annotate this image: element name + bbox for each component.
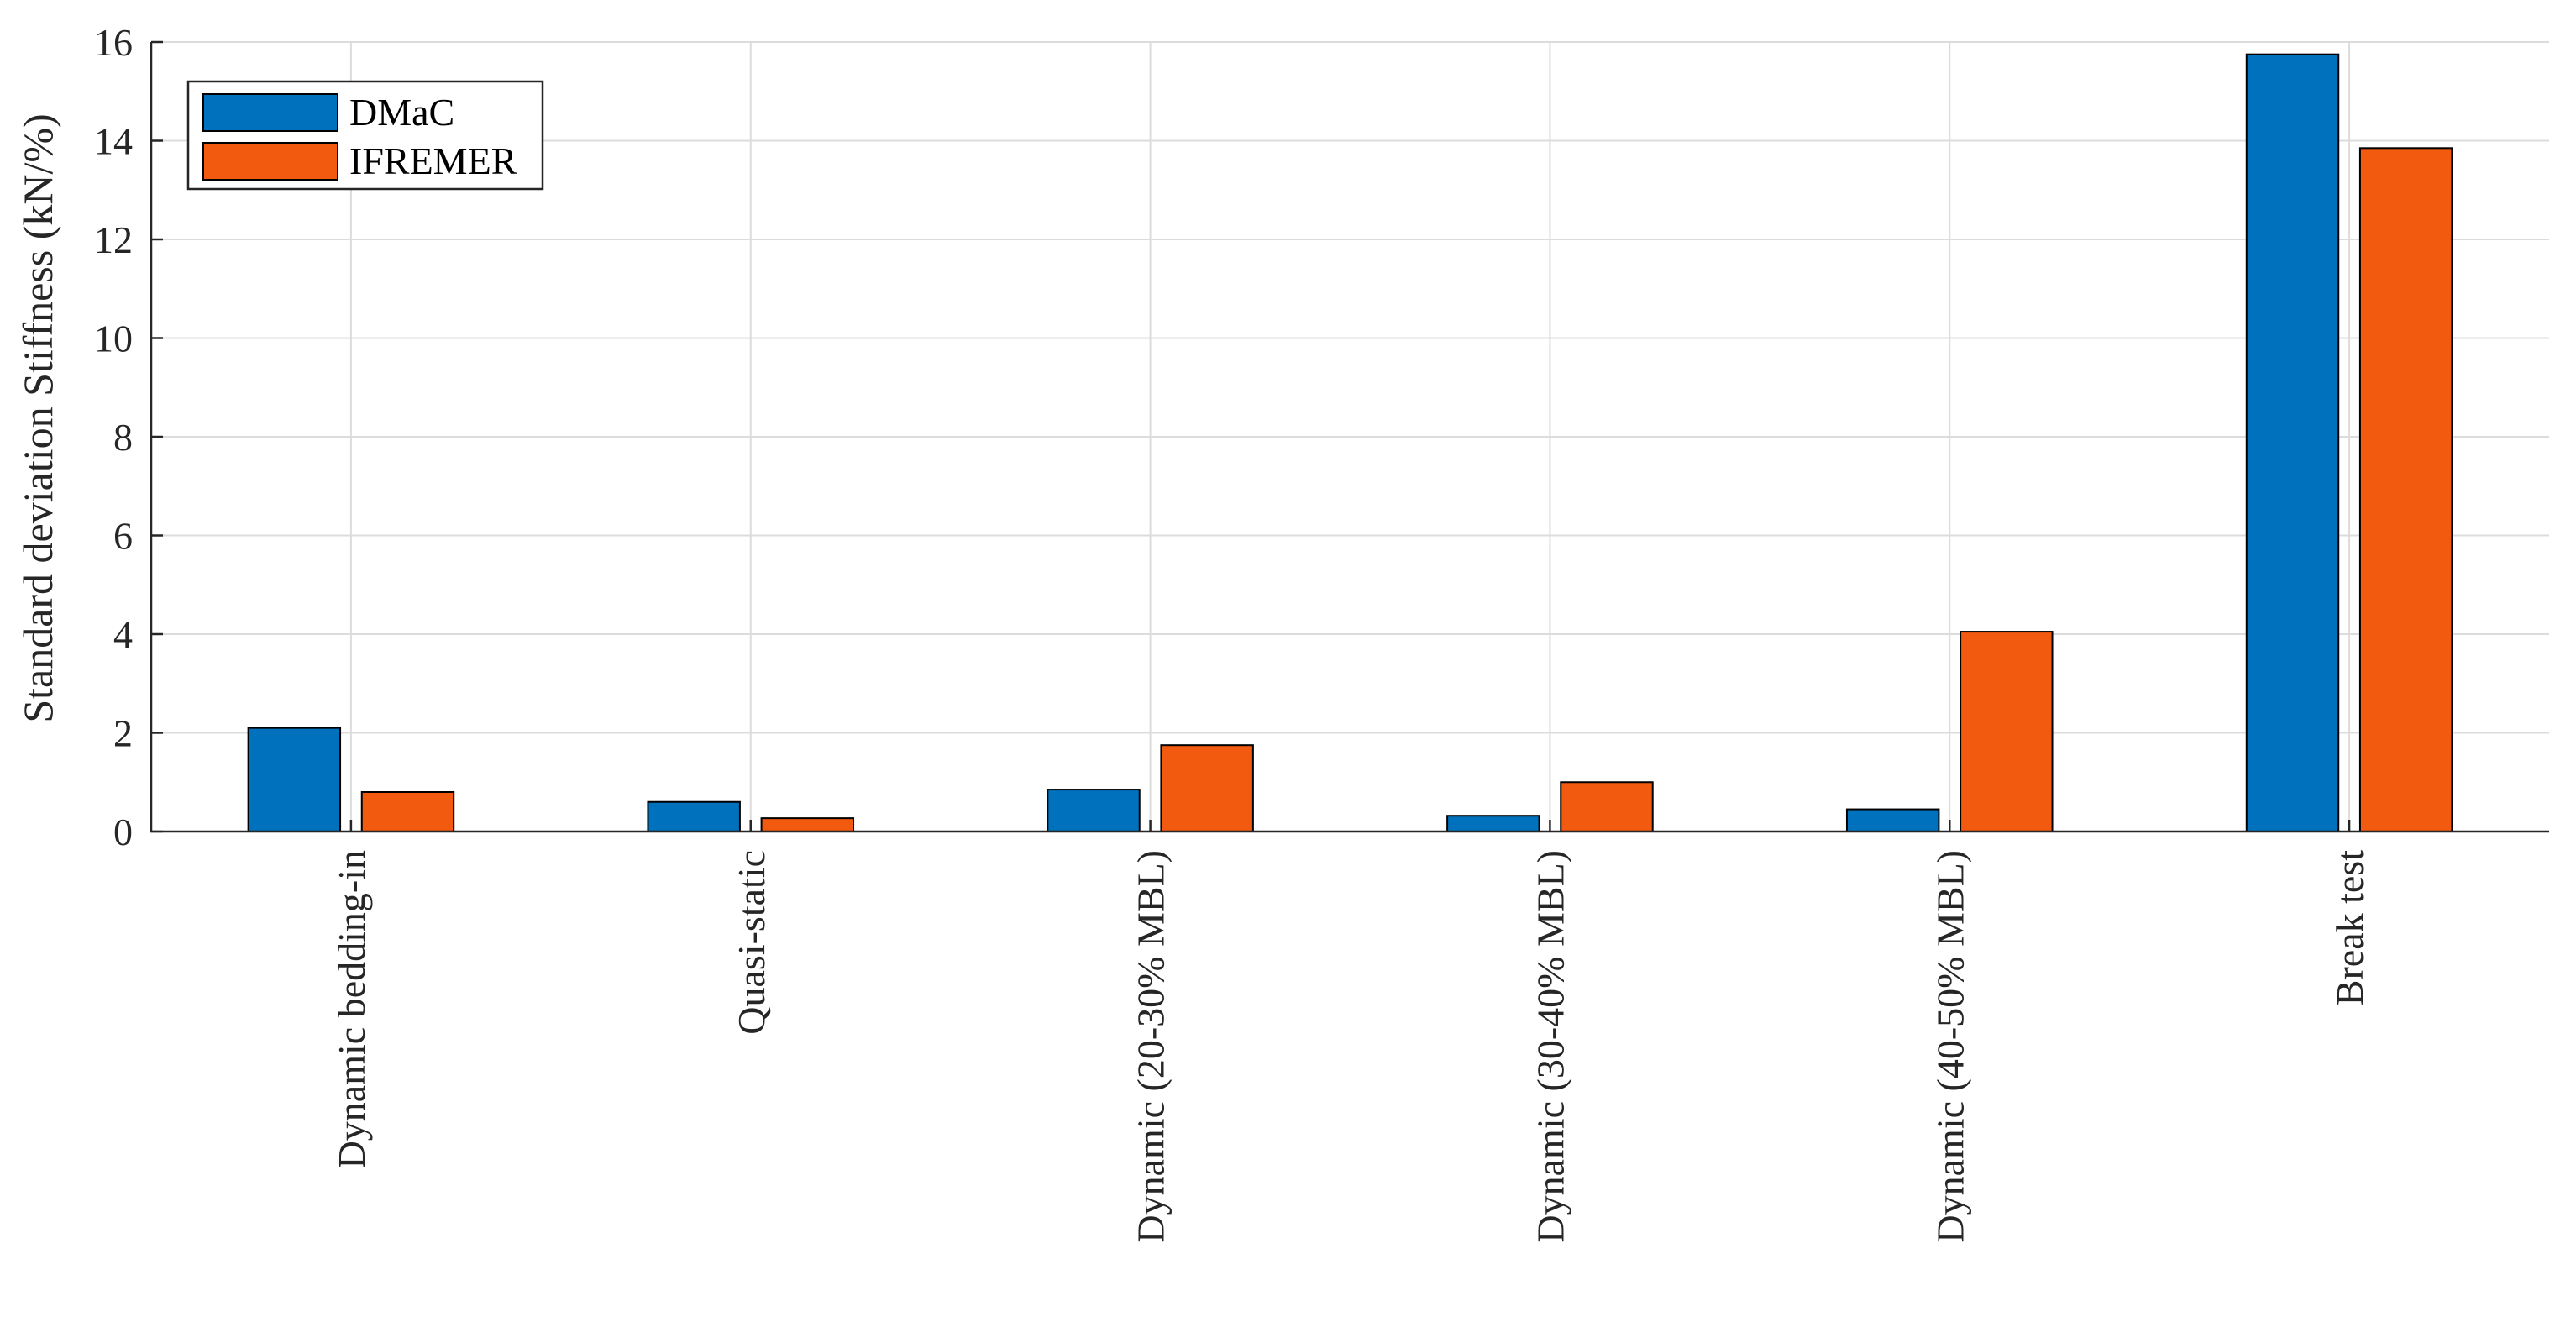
y-tick-label: 8 <box>113 416 133 459</box>
legend-swatch-dmac <box>202 93 338 132</box>
axis-frame <box>150 42 2549 833</box>
bar-ifremer <box>1960 631 2054 832</box>
bar-dmac <box>647 800 741 832</box>
bar-dmac <box>1845 808 1940 832</box>
y-tick-label: 16 <box>94 21 133 64</box>
y-tick-label: 4 <box>113 613 133 656</box>
bar-ifremer <box>1160 744 1254 832</box>
legend-label-dmac: DMaC <box>349 91 454 134</box>
legend-swatch-ifremer <box>202 142 338 181</box>
bar-ifremer <box>760 817 855 833</box>
x-tick-label: Dynamic (40-50% MBL) <box>1928 850 1971 1243</box>
y-tick-label: 12 <box>94 218 133 261</box>
bar-ifremer <box>2358 147 2453 832</box>
y-tick-label: 14 <box>94 120 133 163</box>
x-tick-label: Break test <box>2328 850 2371 1005</box>
y-tick-label: 6 <box>113 515 133 558</box>
bar-dmac <box>247 727 342 832</box>
tick-labels: 0 2 4 6 8 10 12 14 16 Dynamic bedding-in Quasi-sta… <box>94 21 2371 1243</box>
bar-ifremer <box>360 791 455 832</box>
y-tick-label: 2 <box>113 712 133 755</box>
y-tick-label: 10 <box>94 317 133 360</box>
x-tick-label: Dynamic bedding-in <box>330 850 373 1168</box>
y-axis-title: Standard deviation Stiffness (kN/%) <box>14 113 61 722</box>
grid-lines <box>151 41 2549 832</box>
bar-dmac <box>1047 789 1141 832</box>
axes <box>150 40 2549 833</box>
x-tick-label: Dynamic (20-30% MBL) <box>1130 850 1173 1243</box>
x-tick-label: Dynamic (30-40% MBL) <box>1529 850 1571 1243</box>
bar-dmac <box>1446 815 1540 833</box>
bar-ifremer <box>1560 781 1654 832</box>
bars <box>247 53 2453 833</box>
bar-dmac <box>2245 53 2340 832</box>
x-tick-label: Quasi-static <box>730 850 773 1035</box>
legend-label-ifremer: IFREMER <box>349 139 517 182</box>
legend: DMaC IFREMER <box>186 80 544 191</box>
y-tick-label: 0 <box>113 811 133 853</box>
